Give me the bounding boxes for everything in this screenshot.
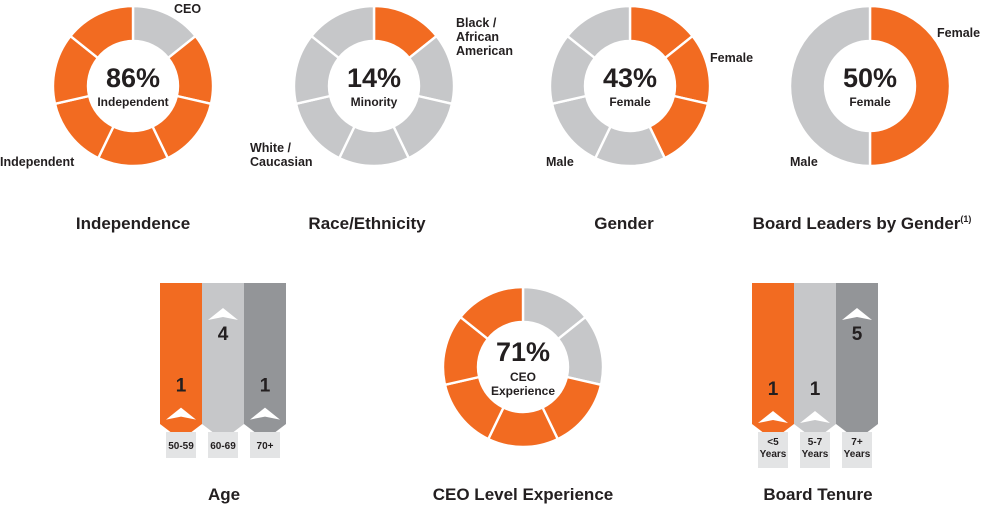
category-label: <5 (767, 437, 779, 448)
bar-value: 1 (810, 379, 821, 400)
bar-value: 1 (768, 379, 779, 400)
category-label: 70+ (257, 441, 274, 452)
donut-chart-gender: 43% Female Female Male Gender (546, 4, 753, 233)
center-percentage: 43% (603, 63, 657, 93)
category-box (166, 432, 196, 458)
bar-value: 1 (260, 376, 271, 397)
chevron-icon (208, 308, 238, 320)
center-label: Female (849, 95, 891, 109)
bar-value: 4 (218, 324, 229, 345)
donut-segment (309, 4, 376, 60)
center-percentage: 71% (496, 337, 550, 367)
chart-title: Independence (76, 214, 190, 233)
slice-label: White / (250, 141, 291, 155)
slice-label: CEO (174, 2, 201, 16)
chart-title: Board Leaders by Gender(1) (753, 214, 972, 233)
center-percentage: 86% (106, 63, 160, 93)
bar (836, 283, 878, 440)
center-label: Experience (491, 384, 555, 398)
chart-title: Race/Ethnicity (308, 214, 426, 233)
chevron-icon (842, 308, 872, 320)
center-label: Independent (97, 95, 168, 109)
category-label: 7+ (851, 437, 863, 448)
category-box (208, 432, 238, 458)
bar-value: 1 (176, 376, 187, 397)
chart-title: Age (208, 485, 240, 504)
chevron-icon (166, 407, 196, 420)
bar (752, 283, 794, 440)
slice-label: Black / (456, 16, 497, 30)
slice-label: Caucasian (250, 155, 313, 169)
arrow-bar-chart-age: 1 50-59 4 60-69 1 70+ Age (160, 283, 286, 504)
center-label: Minority (351, 95, 398, 109)
chart-title: Gender (594, 214, 654, 233)
category-box (842, 432, 872, 468)
chart-title: CEO Level Experience (433, 485, 613, 504)
chevron-icon (758, 411, 788, 423)
slice-label: Independent (0, 155, 75, 169)
center-label: CEO (510, 370, 536, 384)
category-box (758, 432, 788, 468)
bar (202, 283, 244, 440)
bar-value: 5 (852, 324, 863, 345)
donut-chart-independence: 86% Independent CEO Independent Independence (0, 2, 215, 233)
category-label: Years (802, 449, 829, 460)
category-label: Years (760, 449, 787, 460)
donut-segment (868, 4, 952, 168)
slice-label: Male (790, 155, 818, 169)
chart-title: Board Tenure (763, 485, 872, 504)
center-percentage: 50% (843, 63, 897, 93)
bar (794, 283, 836, 440)
slice-label: Female (710, 51, 753, 65)
donut-segment (565, 4, 632, 60)
category-label: 60-69 (210, 441, 236, 452)
center-percentage: 14% (347, 63, 401, 93)
category-label: 50-59 (168, 441, 194, 452)
title-superscript: (1) (960, 214, 971, 224)
chevron-icon (800, 411, 830, 423)
category-box (250, 432, 280, 458)
category-label: 5-7 (808, 437, 823, 448)
donut-segment (788, 4, 872, 168)
bar (160, 283, 202, 440)
donut-segment (68, 4, 135, 60)
category-label: Years (844, 449, 871, 460)
slice-label: American (456, 44, 513, 58)
slice-label: Male (546, 155, 574, 169)
bar (244, 283, 286, 440)
category-box (800, 432, 830, 468)
chevron-icon (250, 407, 280, 420)
slice-label: African (456, 30, 499, 44)
center-label: Female (609, 95, 651, 109)
slice-label: Female (937, 26, 980, 40)
donut-segment (458, 285, 525, 341)
donut-chart-board-leaders: 50% Female Female Male Board Leaders by Gend… (753, 4, 980, 233)
